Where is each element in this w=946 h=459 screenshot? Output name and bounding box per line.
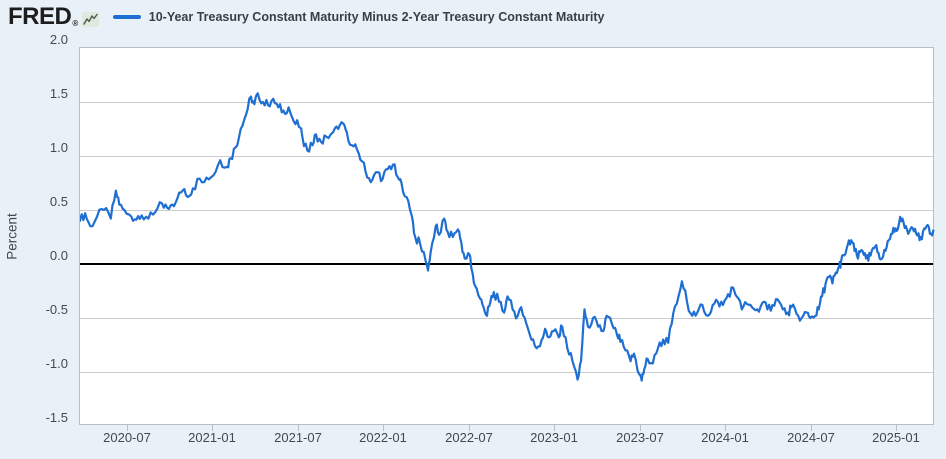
x-tick-mark bbox=[811, 425, 812, 431]
y-tick-label: 0.5 bbox=[49, 194, 68, 209]
fred-logo-text: FRED bbox=[8, 3, 72, 30]
chart-header: FRED ® 10-Year Treasury Constant Maturity… bbox=[0, 0, 946, 34]
registered-trademark: ® bbox=[72, 19, 78, 28]
series-line-chart[interactable] bbox=[80, 48, 935, 426]
fred-logo[interactable]: FRED ® bbox=[8, 5, 78, 29]
gridline bbox=[80, 156, 933, 157]
gridline bbox=[80, 372, 933, 373]
gridline bbox=[80, 318, 933, 319]
x-tick-label: 2023-01 bbox=[530, 430, 578, 445]
gridline bbox=[80, 102, 933, 103]
legend-line-swatch bbox=[112, 15, 141, 19]
x-tick-label: 2025-01 bbox=[872, 430, 920, 445]
chart-legend[interactable]: 10-Year Treasury Constant Maturity Minus… bbox=[112, 10, 605, 24]
y-tick-label: 1.5 bbox=[49, 86, 68, 101]
x-tick-label: 2022-07 bbox=[445, 430, 493, 445]
x-tick-label: 2023-07 bbox=[616, 430, 664, 445]
y-tick-label: -1.5 bbox=[45, 410, 68, 425]
treasury-spread-line bbox=[80, 92, 935, 382]
x-tick-mark bbox=[469, 425, 470, 431]
y-tick-label: 0.0 bbox=[49, 248, 68, 263]
x-tick-label: 2020-07 bbox=[103, 430, 151, 445]
x-tick-label: 2021-07 bbox=[274, 430, 322, 445]
x-tick-label: 2024-01 bbox=[701, 430, 749, 445]
x-tick-label: 2024-07 bbox=[787, 430, 835, 445]
gridline bbox=[80, 210, 933, 211]
x-tick-mark bbox=[554, 425, 555, 431]
x-tick-mark bbox=[383, 425, 384, 431]
x-tick-label: 2022-01 bbox=[359, 430, 407, 445]
legend-series-label: 10-Year Treasury Constant Maturity Minus… bbox=[148, 10, 605, 24]
x-tick-mark bbox=[896, 425, 897, 431]
y-tick-label: -1.0 bbox=[45, 356, 68, 371]
x-tick-mark bbox=[212, 425, 213, 431]
x-tick-mark bbox=[725, 425, 726, 431]
x-tick-mark bbox=[127, 425, 128, 431]
x-tick-mark bbox=[298, 425, 299, 431]
y-tick-label: 1.0 bbox=[49, 140, 68, 155]
fred-sparkline-icon bbox=[81, 11, 99, 27]
y-tick-label: 2.0 bbox=[49, 32, 68, 47]
x-tick-label: 2021-01 bbox=[188, 430, 236, 445]
y-tick-label: -0.5 bbox=[45, 302, 68, 317]
chart-plot-area[interactable] bbox=[79, 47, 935, 426]
zero-baseline bbox=[80, 263, 933, 265]
x-tick-mark bbox=[640, 425, 641, 431]
